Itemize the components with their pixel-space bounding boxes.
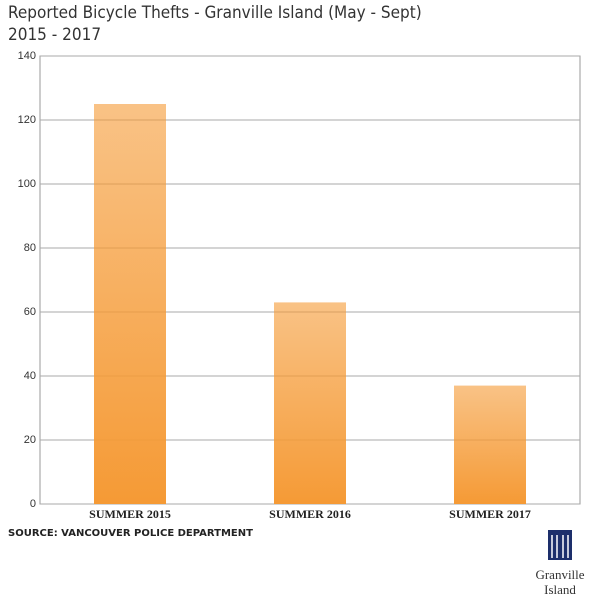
y-tick-label: 20: [24, 434, 36, 446]
bar: [274, 302, 346, 504]
x-tick-label: SUMMER 2017: [449, 507, 531, 521]
logo-text: Granville: [535, 567, 584, 582]
y-tick-label: 80: [24, 242, 36, 254]
bar: [454, 385, 526, 504]
logo: Granville Island: [535, 530, 585, 597]
chart-title: Reported Bicycle Thefts - Granville Isla…: [8, 3, 422, 23]
y-tick-label: 120: [18, 114, 36, 126]
logo-text: Island: [544, 582, 576, 597]
y-tick-label: 0: [30, 498, 36, 510]
bar: [94, 104, 166, 504]
y-tick-label: 40: [24, 370, 36, 382]
y-tick-label: 60: [24, 306, 36, 318]
x-tick-label: SUMMER 2016: [269, 507, 351, 521]
chart-subtitle: 2015 - 2017: [8, 25, 101, 45]
y-tick-label: 140: [18, 50, 36, 62]
y-tick-label: 100: [18, 178, 36, 190]
source-note: SOURCE: VANCOUVER POLICE DEPARTMENT: [8, 528, 253, 539]
x-tick-label: SUMMER 2015: [89, 507, 171, 521]
